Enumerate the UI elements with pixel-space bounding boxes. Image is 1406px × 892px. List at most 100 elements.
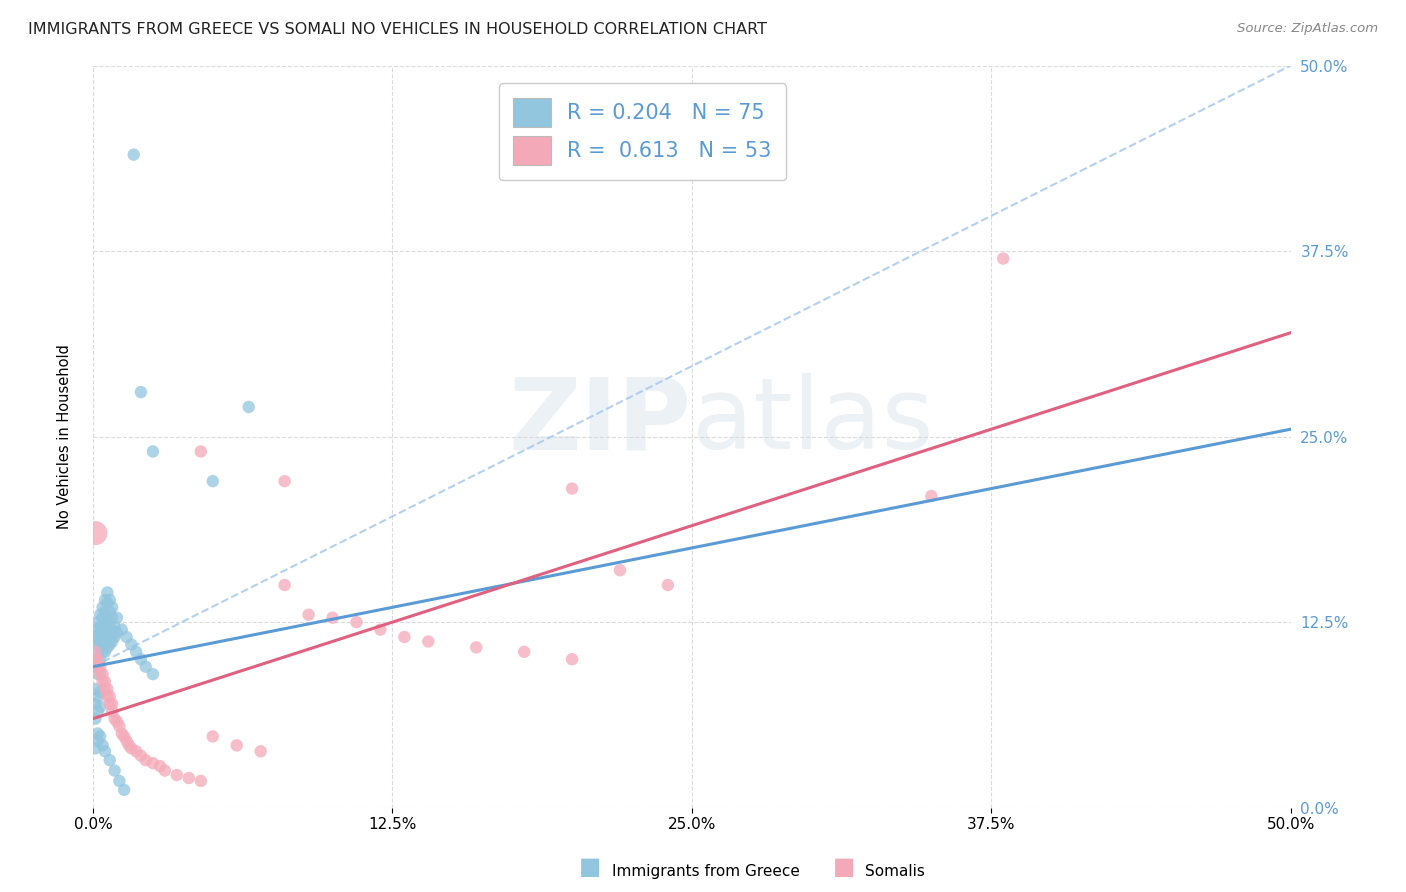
Point	[89, 667, 111, 681]
Legend: R = 0.204   N = 75, R =  0.613   N = 53: R = 0.204 N = 75, R = 0.613 N = 53	[499, 84, 786, 180]
Point	[87, 652, 110, 666]
Point	[89, 607, 111, 622]
Point	[418, 634, 440, 648]
Point	[115, 734, 138, 748]
Point	[94, 674, 117, 689]
Point	[91, 640, 114, 655]
Point	[87, 726, 110, 740]
Point	[94, 630, 117, 644]
Point	[225, 739, 247, 753]
Point	[87, 659, 110, 673]
Text: Source: ZipAtlas.com: Source: ZipAtlas.com	[1237, 22, 1378, 36]
Point	[111, 726, 134, 740]
Point	[89, 699, 111, 714]
Point	[91, 674, 114, 689]
Point	[96, 585, 118, 599]
Point	[111, 623, 134, 637]
Point	[89, 730, 111, 744]
Point	[273, 474, 295, 488]
Point	[103, 764, 125, 778]
Point	[125, 744, 148, 758]
Point	[94, 637, 117, 651]
Point	[370, 623, 392, 637]
Point	[84, 637, 107, 651]
Point	[96, 623, 118, 637]
Point	[84, 652, 107, 666]
Point	[238, 400, 260, 414]
Text: ZIP: ZIP	[509, 373, 692, 470]
Point	[103, 630, 125, 644]
Point	[98, 593, 121, 607]
Point	[89, 634, 111, 648]
Point	[112, 783, 135, 797]
Point	[87, 667, 110, 681]
Point	[273, 578, 295, 592]
Point	[98, 605, 121, 619]
Point	[94, 593, 117, 607]
Point	[105, 625, 128, 640]
Point	[465, 640, 488, 655]
Point	[249, 744, 271, 758]
Text: ■: ■	[832, 855, 855, 879]
Point	[84, 645, 107, 659]
Point	[96, 681, 118, 696]
Point	[513, 645, 536, 659]
Point	[84, 652, 107, 666]
Point	[920, 489, 942, 503]
Text: Immigrants from Greece: Immigrants from Greece	[612, 863, 800, 879]
Point	[89, 637, 111, 651]
Text: atlas: atlas	[692, 373, 934, 470]
Point	[129, 385, 152, 400]
Point	[129, 748, 152, 763]
Point	[96, 690, 118, 704]
Point	[94, 605, 117, 619]
Point	[112, 730, 135, 744]
Point	[142, 756, 165, 771]
Point	[89, 685, 111, 699]
Point	[98, 697, 121, 711]
Point	[94, 744, 117, 758]
Point	[115, 630, 138, 644]
Point	[87, 690, 110, 704]
Point	[561, 482, 583, 496]
Point	[105, 714, 128, 729]
Text: ■: ■	[579, 855, 602, 879]
Point	[120, 741, 142, 756]
Point	[96, 610, 118, 624]
Point	[122, 147, 145, 161]
Point	[101, 610, 124, 624]
Point	[98, 630, 121, 644]
Point	[346, 615, 368, 629]
Point	[120, 637, 142, 651]
Point	[87, 704, 110, 718]
Point	[129, 652, 152, 666]
Point	[201, 730, 224, 744]
Point	[94, 681, 117, 696]
Point	[118, 739, 141, 753]
Point	[125, 645, 148, 659]
Point	[84, 630, 107, 644]
Point	[394, 630, 416, 644]
Point	[201, 474, 224, 488]
Point	[84, 526, 107, 541]
Point	[98, 690, 121, 704]
Point	[87, 734, 110, 748]
Point	[96, 634, 118, 648]
Point	[103, 712, 125, 726]
Point	[91, 667, 114, 681]
Point	[142, 444, 165, 458]
Point	[84, 712, 107, 726]
Point	[89, 659, 111, 673]
Point	[153, 764, 176, 778]
Point	[91, 645, 114, 659]
Point	[297, 607, 319, 622]
Point	[89, 652, 111, 666]
Point	[87, 659, 110, 673]
Point	[190, 774, 212, 789]
Point	[101, 704, 124, 718]
Point	[91, 625, 114, 640]
Point	[91, 739, 114, 753]
Point	[561, 652, 583, 666]
Point	[177, 771, 200, 785]
Point	[149, 759, 172, 773]
